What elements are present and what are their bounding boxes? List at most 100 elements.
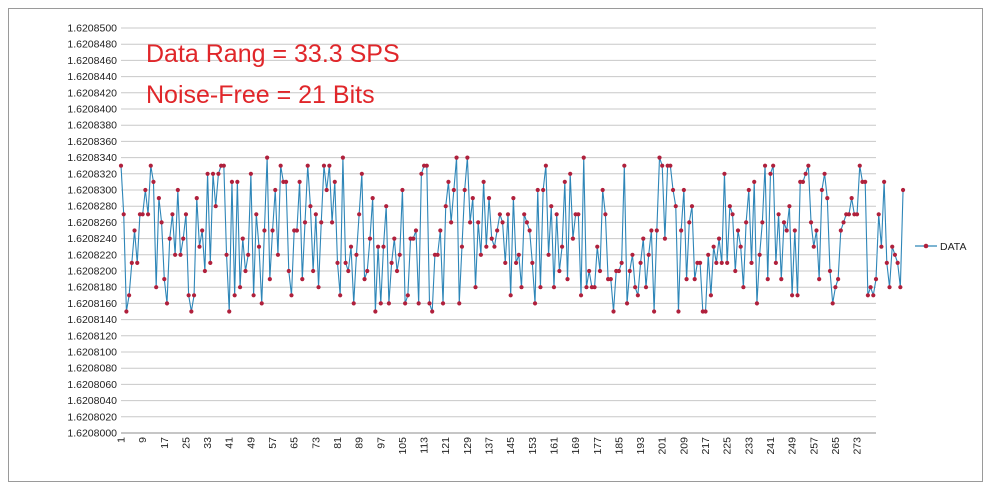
x-tick-label: 113 bbox=[419, 437, 431, 454]
data-point bbox=[154, 285, 159, 290]
y-tick-label: 1.6208080 bbox=[67, 363, 117, 375]
data-point bbox=[191, 293, 197, 298]
y-tick-label: 1.6208040 bbox=[67, 395, 117, 407]
data-point bbox=[806, 163, 811, 168]
data-point bbox=[240, 236, 245, 241]
data-point bbox=[557, 268, 562, 274]
data-point bbox=[887, 285, 892, 290]
data-point bbox=[438, 228, 443, 233]
x-tick-label: 121 bbox=[440, 437, 452, 455]
data-point bbox=[616, 268, 622, 274]
data-point bbox=[229, 179, 235, 184]
data-point bbox=[481, 179, 486, 184]
data-point bbox=[302, 220, 308, 225]
data-point bbox=[424, 163, 429, 168]
data-point bbox=[814, 228, 819, 233]
data-point bbox=[413, 228, 419, 233]
data-point bbox=[446, 179, 451, 184]
data-point bbox=[400, 187, 405, 193]
data-point bbox=[465, 155, 470, 160]
data-point bbox=[790, 293, 795, 298]
data-point bbox=[316, 285, 321, 290]
data-point bbox=[156, 196, 161, 201]
y-tick-label: 1.6208060 bbox=[67, 379, 117, 391]
data-point bbox=[662, 236, 668, 241]
data-point bbox=[365, 268, 370, 274]
data-point bbox=[340, 155, 345, 160]
data-point bbox=[749, 260, 754, 265]
data-point bbox=[224, 252, 229, 257]
data-point bbox=[308, 204, 313, 209]
data-point bbox=[627, 268, 632, 274]
data-point bbox=[727, 204, 732, 209]
data-point bbox=[549, 204, 554, 209]
data-point bbox=[846, 212, 852, 217]
data-point bbox=[570, 236, 576, 241]
data-point bbox=[684, 277, 689, 282]
x-tick-label: 105 bbox=[397, 437, 409, 455]
data-point bbox=[673, 204, 678, 209]
data-point bbox=[719, 260, 724, 265]
data-point bbox=[722, 171, 727, 176]
data-point bbox=[346, 268, 351, 274]
data-point bbox=[578, 293, 584, 298]
data-point bbox=[541, 187, 546, 193]
data-point bbox=[305, 163, 310, 168]
data-point bbox=[208, 260, 213, 265]
data-point bbox=[779, 277, 784, 282]
data-point bbox=[595, 244, 600, 249]
data-point bbox=[771, 163, 776, 168]
data-point bbox=[419, 171, 424, 176]
data-point bbox=[173, 252, 178, 257]
data-point bbox=[857, 163, 862, 168]
data-point bbox=[522, 212, 527, 217]
x-tick-label: 17 bbox=[159, 437, 171, 449]
x-tick-label: 193 bbox=[635, 437, 647, 455]
data-point bbox=[800, 179, 806, 184]
x-axis-ticks: 1 9 17 25 33 41 49 57 65 73 81 89 97 105 113 121 129 137 1… bbox=[116, 437, 864, 455]
data-point bbox=[486, 196, 492, 201]
data-point bbox=[587, 268, 592, 274]
data-point bbox=[451, 187, 456, 193]
data-point bbox=[833, 285, 838, 290]
x-tick-label: 25 bbox=[180, 437, 192, 449]
data-point bbox=[681, 187, 686, 193]
data-point bbox=[527, 228, 532, 233]
data-point bbox=[584, 285, 589, 290]
y-tick-label: 1.6208500 bbox=[67, 23, 117, 35]
data-point bbox=[248, 171, 253, 176]
x-tick-label: 57 bbox=[267, 437, 279, 449]
data-point bbox=[148, 163, 153, 168]
y-tick-label: 1.6208200 bbox=[67, 266, 117, 278]
data-point bbox=[394, 268, 400, 274]
y-tick-label: 1.6208340 bbox=[67, 152, 117, 164]
data-point bbox=[367, 236, 373, 241]
line-chart: 1.6208000 1.6208020 1.6208040 1.6208060 1.62… bbox=[67, 23, 966, 455]
data-point bbox=[811, 244, 816, 249]
data-point bbox=[270, 228, 275, 233]
data-point bbox=[397, 252, 402, 257]
data-point bbox=[898, 285, 903, 290]
data-point bbox=[817, 277, 822, 282]
y-tick-label: 1.6208000 bbox=[67, 428, 117, 440]
data-point bbox=[532, 301, 538, 306]
data-point bbox=[535, 187, 540, 193]
data-point bbox=[795, 293, 800, 298]
data-point bbox=[730, 212, 735, 217]
legend-label-data: DATA bbox=[940, 241, 966, 253]
data-point bbox=[459, 244, 465, 249]
data-point bbox=[243, 268, 248, 274]
data-point bbox=[530, 260, 535, 265]
x-tick-label: 241 bbox=[765, 437, 777, 455]
data-point bbox=[597, 268, 603, 274]
x-tick-label: 9 bbox=[137, 437, 149, 443]
data-point bbox=[427, 301, 432, 306]
data-point bbox=[711, 244, 716, 249]
x-tick-label: 145 bbox=[505, 437, 517, 455]
data-point bbox=[386, 301, 391, 306]
data-point bbox=[143, 187, 148, 193]
data-point bbox=[568, 171, 573, 176]
data-point bbox=[827, 268, 833, 274]
data-point bbox=[462, 187, 467, 193]
data-point bbox=[140, 212, 145, 217]
